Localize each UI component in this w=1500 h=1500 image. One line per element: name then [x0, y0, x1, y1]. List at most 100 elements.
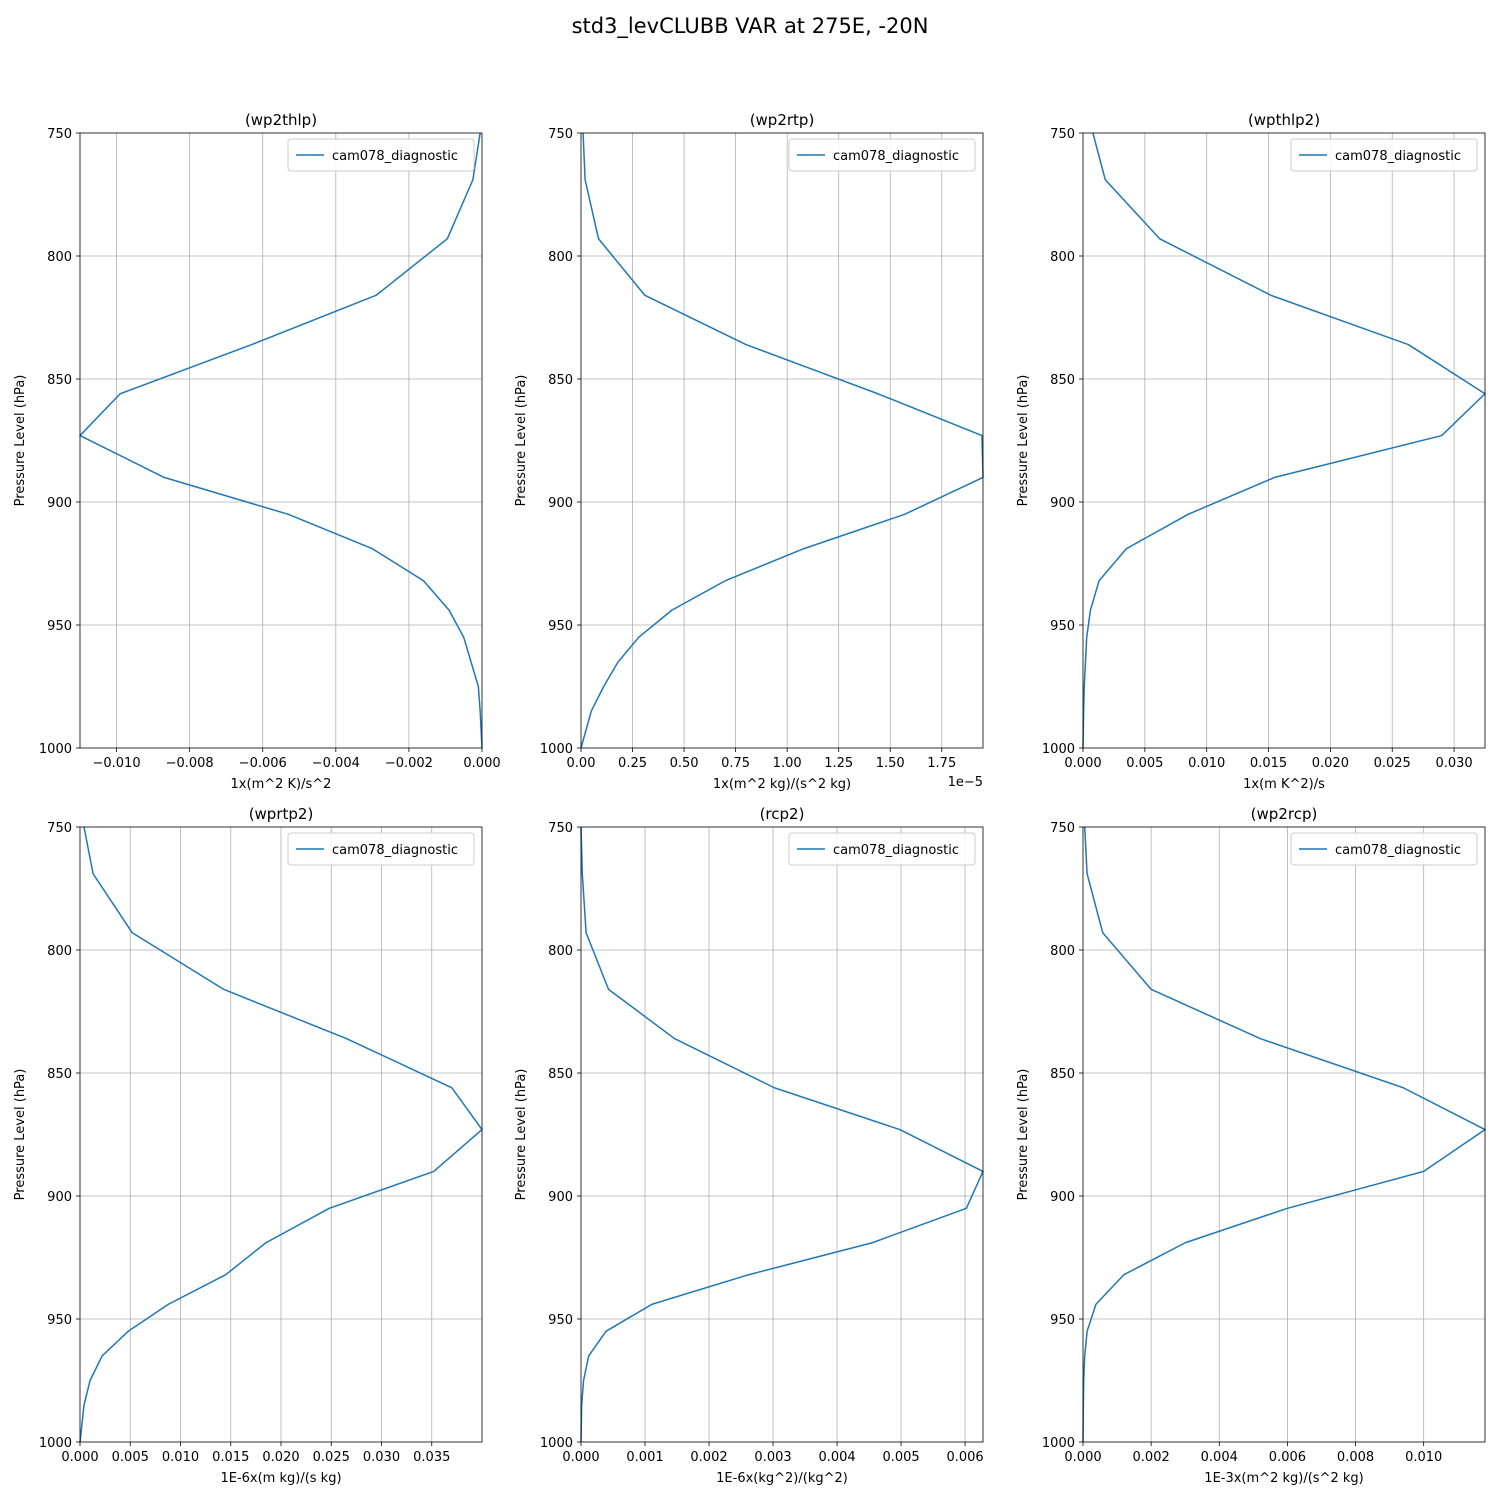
legend-label: cam078_diagnostic [332, 843, 458, 858]
legend-label: cam078_diagnostic [332, 149, 458, 164]
legend-box [1290, 832, 1478, 866]
y-tick-label: 750 [548, 821, 573, 836]
y-tick-label: 800 [1050, 250, 1075, 265]
legend: cam078_diagnostic [287, 138, 475, 172]
x-tick-label: 0.015 [1250, 756, 1287, 771]
y-tick-label: 850 [548, 373, 573, 388]
x-tick-label: 0.000 [562, 1450, 599, 1465]
panel-title: (wprtp2) [249, 805, 314, 823]
y-axis-label: Pressure Level (hPa) [1016, 1069, 1031, 1201]
x-tick-label: −0.010 [92, 756, 140, 771]
x-tick-label: 0.020 [1312, 756, 1349, 771]
chart-panel-5: 0.000 0.001 0.002 0.003 0.004 0.005 0.006 750 80… [514, 805, 984, 1486]
x-tick-label: 1.25 [824, 756, 853, 771]
y-tick-label: 1000 [39, 1436, 72, 1451]
x-axis-label: 1E-6x(kg^2)/(kg^2) [716, 1471, 848, 1486]
x-tick-label: 0.006 [1269, 1450, 1306, 1465]
y-axis-label: Pressure Level (hPa) [13, 375, 28, 507]
x-tick-label: 0.004 [818, 1450, 855, 1465]
x-tick-label: 0.000 [61, 1450, 98, 1465]
x-tick-label: 0.000 [1064, 1450, 1101, 1465]
x-tick-label: 0.005 [112, 1450, 149, 1465]
panel-title: (wpthlp2) [1248, 111, 1320, 129]
x-tick-label: 0.010 [1405, 1450, 1442, 1465]
y-tick-label: 800 [548, 944, 573, 959]
y-tick-label: 1000 [540, 1436, 573, 1451]
y-tick-label: 750 [548, 127, 573, 142]
series-line [1082, 132, 1486, 749]
x-tick-label: 0.003 [754, 1450, 791, 1465]
x-tick-label: 0.25 [618, 756, 647, 771]
y-tick-label: 900 [548, 496, 573, 511]
x-tick-label: 0.008 [1337, 1450, 1374, 1465]
x-tick-label: 0.030 [363, 1450, 400, 1465]
y-tick-label: 1000 [39, 742, 72, 757]
chart-panel-3: 0.000 0.005 0.010 0.015 0.020 0.025 0.030 750 80… [1016, 111, 1486, 792]
x-tick-label: 0.75 [721, 756, 750, 771]
y-tick-label: 800 [47, 250, 72, 265]
axes-frame [79, 132, 483, 749]
x-tick-label: 0.010 [162, 1450, 199, 1465]
y-tick-label: 950 [47, 1313, 72, 1328]
y-tick-label: 850 [548, 1067, 573, 1082]
y-tick-label: 950 [1050, 619, 1075, 634]
y-tick-label: 850 [1050, 1067, 1075, 1082]
axes-frame [580, 826, 984, 1443]
series-line [1082, 826, 1486, 1443]
x-tick-label: 0.020 [262, 1450, 299, 1465]
x-axis-label: 1x(m K^2)/s [1243, 777, 1325, 792]
x-tick-label: −0.008 [166, 756, 214, 771]
y-tick-label: 750 [47, 127, 72, 142]
y-tick-label: 900 [1050, 1190, 1075, 1205]
legend: cam078_diagnostic [788, 138, 976, 172]
x-offset-text: 1e−5 [948, 775, 983, 790]
series-line [79, 826, 483, 1443]
y-tick-label: 850 [1050, 373, 1075, 388]
y-tick-label: 950 [47, 619, 72, 634]
x-tick-label: −0.006 [239, 756, 287, 771]
x-tick-label: 0.010 [1188, 756, 1225, 771]
y-tick-label: 850 [47, 373, 72, 388]
legend: cam078_diagnostic [788, 832, 976, 866]
x-tick-label: 0.005 [882, 1450, 919, 1465]
legend-box [287, 138, 475, 172]
y-axis-label: Pressure Level (hPa) [13, 1069, 28, 1201]
y-tick-label: 800 [548, 250, 573, 265]
y-tick-label: 1000 [1042, 1436, 1075, 1451]
y-axis-label: Pressure Level (hPa) [514, 1069, 529, 1201]
y-tick-label: 750 [1050, 127, 1075, 142]
panel-title: (wp2rtp) [750, 111, 815, 129]
y-tick-label: 1000 [540, 742, 573, 757]
x-tick-label: 0.025 [313, 1450, 350, 1465]
chart-panel-2: 0.00 0.25 0.50 0.75 1.00 1.25 1.50 1.75 750 800 85… [514, 111, 984, 792]
x-tick-label: 0.001 [626, 1450, 663, 1465]
legend: cam078_diagnostic [1290, 832, 1478, 866]
legend: cam078_diagnostic [1290, 138, 1478, 172]
panel-title: (wp2thlp) [245, 111, 317, 129]
y-tick-label: 800 [47, 944, 72, 959]
legend-box [788, 138, 976, 172]
y-tick-label: 950 [1050, 1313, 1075, 1328]
x-tick-label: 0.000 [1064, 756, 1101, 771]
legend: cam078_diagnostic [287, 832, 475, 866]
series-line [580, 132, 984, 749]
y-tick-label: 900 [1050, 496, 1075, 511]
axes-frame [1082, 826, 1486, 1443]
x-axis-label: 1E-3x(m^2 kg)/(s^2 kg) [1204, 1471, 1363, 1486]
legend-box [287, 832, 475, 866]
axes-frame [580, 132, 984, 749]
y-tick-label: 800 [1050, 944, 1075, 959]
x-tick-label: 0.50 [670, 756, 699, 771]
legend-box [788, 832, 976, 866]
panel-title: (wp2rcp) [1251, 805, 1318, 823]
y-tick-label: 750 [47, 821, 72, 836]
x-tick-label: 0.005 [1126, 756, 1163, 771]
axes-frame [1082, 132, 1486, 749]
legend-label: cam078_diagnostic [1335, 843, 1461, 858]
x-tick-label: 0.025 [1374, 756, 1411, 771]
y-tick-label: 750 [1050, 821, 1075, 836]
y-tick-label: 900 [548, 1190, 573, 1205]
y-tick-label: 900 [47, 496, 72, 511]
x-tick-label: 0.035 [413, 1450, 450, 1465]
